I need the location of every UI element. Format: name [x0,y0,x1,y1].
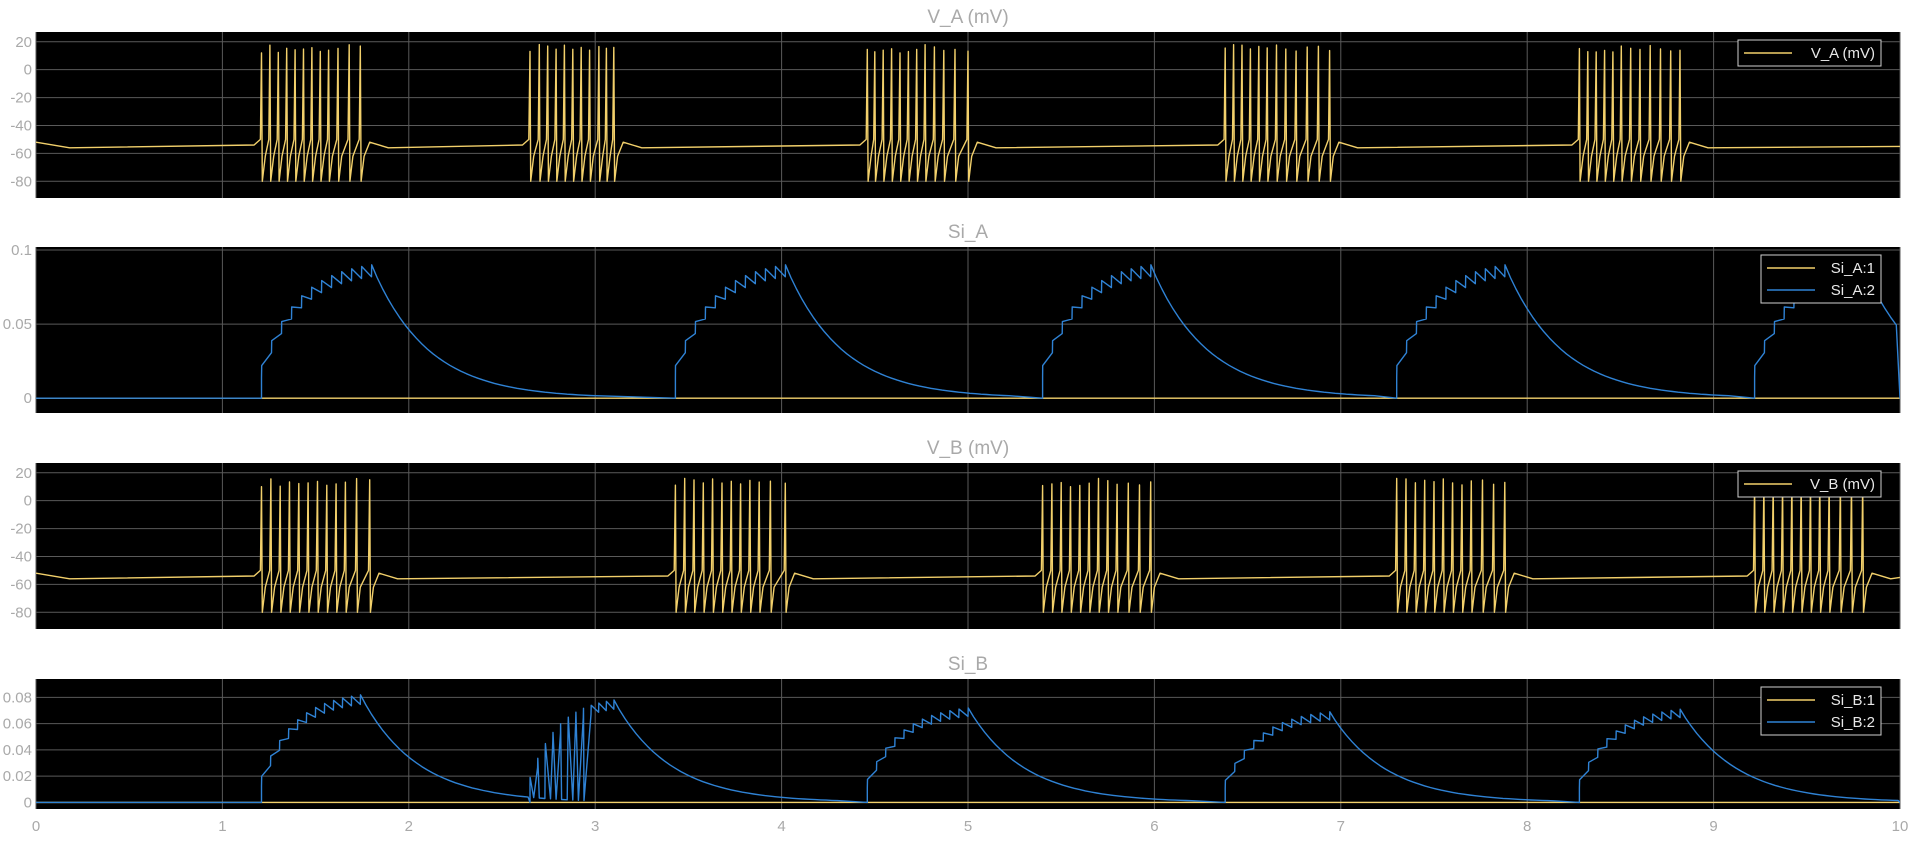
legend: Si_A:1 Si_A:2 [1760,254,1882,304]
y-tick-label: -80 [10,173,32,190]
legend: V_B (mV) [1737,470,1882,498]
x-tick-label: 2 [405,818,413,835]
y-tick-label: 0.04 [3,742,32,759]
x-tick-label: 0 [32,818,40,835]
series-group [36,477,1900,613]
y-tick-label: -20 [10,90,32,107]
y-tick-label: 0.02 [3,768,32,785]
y-tick-label: -40 [10,117,32,134]
legend-box [1760,254,1882,304]
y-tick-label: -80 [10,604,32,621]
legend-label: V_B (mV) [1810,476,1875,493]
x-tick-label: 8 [1523,818,1531,835]
legend-label: Si_B:2 [1831,714,1875,731]
y-tick-label: 20 [15,34,32,51]
x-tick-label: 9 [1709,818,1717,835]
series-group [36,694,1900,804]
x-tick-label: 7 [1337,818,1345,835]
y-tick-label: 0 [24,794,32,811]
panel-2: Si_A 0 0.05 0.1 Si_A:1 Si_A:2 [3,222,1901,413]
legend-box [1760,686,1882,736]
legend-label: Si_A:1 [1831,260,1875,277]
panel-title: Si_B [948,654,988,675]
y-tick-label: -60 [10,576,32,593]
series-line-v-a-mv- [36,43,1900,182]
x-tick-label: 3 [591,818,599,835]
y-tick-label: 0.08 [3,689,32,706]
y-tick-label: -20 [10,521,32,538]
x-tick-label: 10 [1892,818,1909,835]
legend-label: Si_A:2 [1831,282,1875,299]
y-tick-label: 0.1 [11,242,32,259]
x-tick-label: 4 [777,818,785,835]
y-tick-label: 0.05 [3,316,32,333]
panel-4: Si_B00.020.040.060.080 1 2 3 4 5 6 7 8 9 10Si_B:1S… [3,654,1909,835]
legend: V_A (mV) [1737,39,1882,67]
x-tick-label: 6 [1150,818,1158,835]
legend-label: V_A (mV) [1811,45,1875,62]
panel-title: V_A (mV) [927,7,1008,28]
y-tick-label: 20 [15,465,32,482]
y-tick-label: 0 [24,62,32,79]
y-tick-label: 0.06 [3,716,32,733]
x-tick-label: 1 [218,818,226,835]
series-group [36,43,1900,182]
panel-1: V_A (mV) -80 -60 -40 -20 0 20 V_A (mV) [10,7,1901,198]
series-line-v-b-mv- [36,477,1900,613]
legend-label: Si_B:1 [1831,692,1875,709]
x-tick-label: 5 [964,818,972,835]
y-tick-label: -60 [10,145,32,162]
y-tick-label: -40 [10,548,32,565]
panel-title: Si_A [948,222,988,243]
panel-title: V_B (mV) [927,438,1009,459]
panel-3: V_B (mV) -80 -60 -40 -20 0 20 V_B (mV) [10,438,1901,629]
legend: Si_B:1 Si_B:2 [1760,686,1882,736]
series-line-si-b-2 [36,694,1900,804]
y-tick-label: 0 [24,390,32,407]
y-tick-label: 0 [24,493,32,510]
